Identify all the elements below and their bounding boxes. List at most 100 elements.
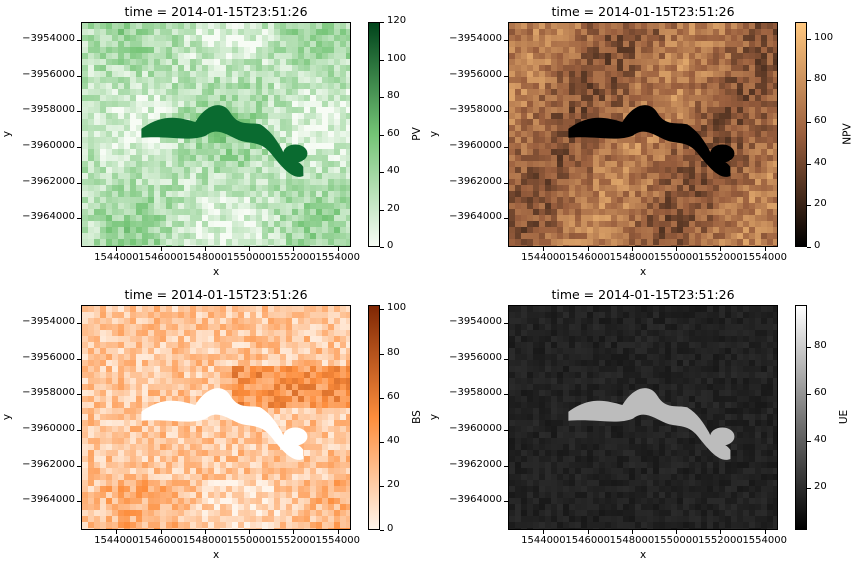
panel-bs-pixel (250, 498, 256, 504)
panel-pv-pixel (112, 59, 118, 65)
panel-npv-pixel (773, 71, 777, 77)
panel-npv-pixel (563, 149, 569, 155)
panel-npv-pixel (737, 149, 743, 155)
panel-npv-pixel (701, 173, 707, 179)
panel-pv-pixel (340, 143, 346, 149)
panel-pv-pixel (256, 227, 262, 233)
panel-npv-pixel (731, 83, 737, 89)
panel-npv-pixel (719, 53, 725, 59)
panel-npv-pixel (545, 23, 551, 29)
panel-bs-pixel (178, 486, 184, 492)
panel-pv-pixel (322, 89, 328, 95)
panel-npv-pixel (701, 119, 707, 125)
panel-pv-pixel (220, 35, 226, 41)
panel-npv-pixel (599, 95, 605, 101)
panel-npv-pixel (713, 89, 719, 95)
panel-npv-pixel (599, 143, 605, 149)
panel-pv-pixel (172, 161, 178, 167)
panel-pv-pixel (142, 53, 148, 59)
panel-bs-pixel (136, 390, 142, 396)
panel-pv-pixel (202, 23, 208, 29)
panel-bs-pixel (322, 378, 328, 384)
panel-npv-pixel (737, 47, 743, 53)
panel-pv-pixel (274, 233, 280, 239)
panel-npv-pixel (551, 65, 557, 71)
panel-pv-pixel (334, 65, 340, 71)
panel-bs-pixel (136, 378, 142, 384)
panel-bs-pixel (250, 378, 256, 384)
panel-npv-pixel (665, 89, 671, 95)
panel-bs-pixel (112, 318, 118, 324)
panel-npv-pixel (767, 167, 773, 173)
panel-bs-pixel (88, 450, 94, 456)
panel-npv-pixel (737, 89, 743, 95)
panel-npv-pixel (557, 35, 563, 41)
panel-npv-pixel (719, 95, 725, 101)
panel-bs-pixel (118, 426, 124, 432)
panel-npv-pixel (707, 131, 713, 137)
panel-bs-raster (82, 306, 350, 529)
panel-npv-pixel (509, 101, 515, 107)
panel-bs-pixel (82, 348, 88, 354)
panel-npv-pixel (611, 191, 617, 197)
panel-npv-pixel (749, 245, 755, 246)
panel-npv-colorbar (795, 22, 807, 247)
panel-bs-pixel (238, 468, 244, 474)
panel-pv-pixel (106, 23, 112, 29)
panel-pv-pixel (304, 227, 310, 233)
panel-bs-pixel (274, 366, 280, 372)
panel-pv-pixel (226, 197, 232, 203)
panel-npv-pixel (587, 149, 593, 155)
panel-pv-pixel (334, 125, 340, 131)
panel-pv-pixel (118, 41, 124, 47)
panel-npv-pixel (527, 209, 533, 215)
panel-pv-pixel (202, 41, 208, 47)
panel-pv-pixel (178, 191, 184, 197)
panel-npv-pixel (575, 191, 581, 197)
panel-pv-pixel (178, 185, 184, 191)
panel-bs-pixel (268, 468, 274, 474)
panel-bs-pixel (310, 390, 316, 396)
panel-bs-pixel (208, 366, 214, 372)
panel-npv-pixel (689, 215, 695, 221)
panel-pv-pixel (154, 41, 160, 47)
panel-bs-pixel (316, 354, 322, 360)
panel-pv-pixel (346, 227, 350, 233)
panel-bs-pixel (256, 426, 262, 432)
panel-bs-pixel (142, 456, 148, 462)
panel-npv-pixel (707, 215, 713, 221)
panel-bs-pixel (238, 354, 244, 360)
panel-pv-pixel (208, 65, 214, 71)
panel-npv-pixel (611, 179, 617, 185)
panel-pv-pixel (340, 89, 346, 95)
panel-pv-pixel (310, 179, 316, 185)
panel-npv-pixel (689, 35, 695, 41)
panel-bs-pixel (256, 384, 262, 390)
panel-npv-pixel (713, 101, 719, 107)
panel-bs-pixel (244, 456, 250, 462)
panel-pv-pixel (202, 221, 208, 227)
panel-bs-pixel (130, 456, 136, 462)
panel-bs-pixel (238, 336, 244, 342)
panel-pv-pixel (286, 113, 292, 119)
panel-bs-pixel (148, 468, 154, 474)
panel-pv-pixel (154, 233, 160, 239)
panel-npv-pixel (713, 197, 719, 203)
panel-npv-pixel (737, 29, 743, 35)
panel-bs-pixel (142, 402, 148, 408)
panel-npv-pixel (749, 119, 755, 125)
panel-bs-pixel (160, 444, 166, 450)
panel-npv-pixel (593, 173, 599, 179)
panel-pv-xtick-label: 1544000 (94, 252, 139, 263)
panel-bs-pixel (292, 486, 298, 492)
panel-pv-pixel (178, 221, 184, 227)
panel-bs-pixel (310, 450, 316, 456)
panel-bs-pixel (256, 360, 262, 366)
panel-pv-pixel (226, 47, 232, 53)
panel-npv-pixel (605, 215, 611, 221)
panel-npv-pixel (515, 107, 521, 113)
panel-bs-pixel (184, 444, 190, 450)
panel-pv-pixel (244, 221, 250, 227)
panel-npv-pixel (635, 71, 641, 77)
panel-bs-pixel (196, 354, 202, 360)
